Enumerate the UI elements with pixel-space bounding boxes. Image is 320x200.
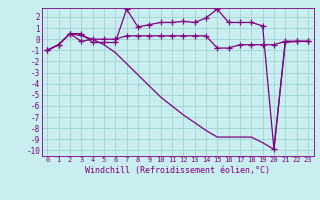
X-axis label: Windchill (Refroidissement éolien,°C): Windchill (Refroidissement éolien,°C) (85, 166, 270, 175)
